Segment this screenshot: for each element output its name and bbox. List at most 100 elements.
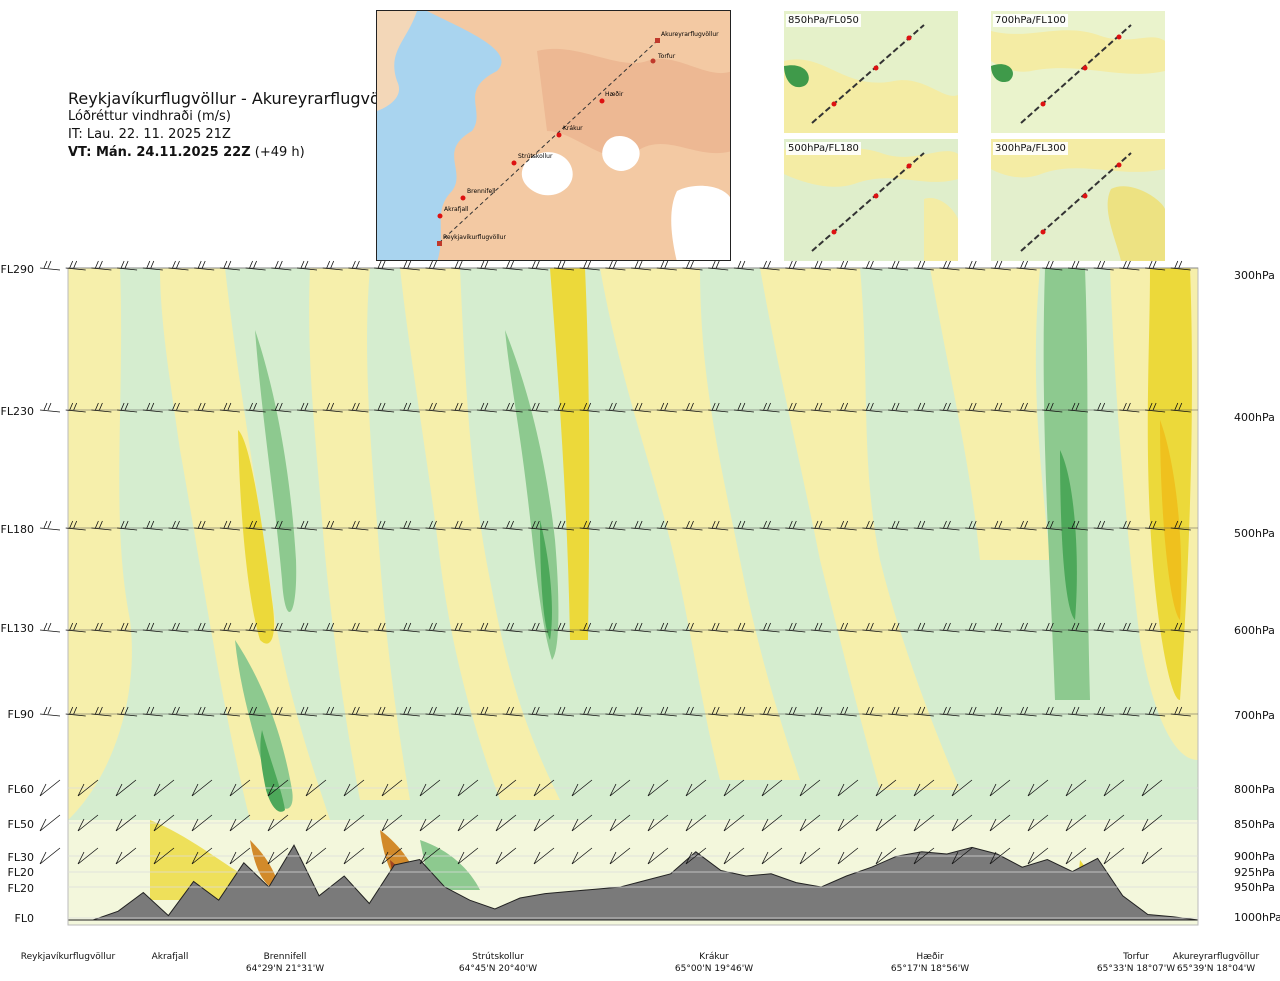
wind-barb (1016, 520, 1037, 531)
wind-barb (399, 706, 420, 717)
wind-barb (348, 622, 369, 633)
wind-barb (117, 260, 138, 271)
wind-barb (553, 706, 575, 717)
wind-barb (913, 520, 934, 531)
wind-barb (799, 779, 821, 797)
wind-barb (457, 814, 479, 832)
wind-barb (579, 706, 600, 717)
wind-barb (1027, 779, 1049, 797)
wind-barb (142, 402, 163, 413)
wind-barb (647, 814, 669, 832)
wind-barb (939, 402, 960, 413)
wind-barb (348, 402, 369, 413)
station-name: Reykjavíkurflugvöllur (20, 952, 116, 962)
wind-barb (271, 520, 292, 531)
route-map: Akureyrarflugvöllur Torfur Hæðir Krákur … (376, 10, 731, 261)
wind-barb (502, 260, 523, 271)
wind-barb (142, 260, 163, 271)
mini-map-500-svg (784, 139, 958, 261)
wind-barb (605, 260, 626, 271)
wind-barb (153, 814, 175, 832)
wind-barb (913, 260, 934, 271)
wind-barb (528, 402, 549, 413)
wind-barb (631, 706, 652, 717)
wind-barb (631, 260, 652, 271)
wind-barb (1141, 847, 1163, 865)
wind-barb (836, 260, 857, 271)
wind-barb (1027, 847, 1049, 865)
wind-barb (451, 520, 472, 531)
wind-barb (495, 814, 517, 832)
wind-barb (91, 520, 112, 531)
wind-barb (759, 706, 780, 717)
wind-barb (837, 814, 859, 832)
wind-barb (65, 622, 86, 633)
wind-barb (457, 779, 479, 797)
wind-barb (91, 622, 112, 633)
wind-barb (39, 622, 61, 633)
wind-barb (708, 520, 729, 531)
wind-barb (296, 706, 318, 717)
wind-barb (1016, 402, 1037, 413)
wind-barb (194, 260, 215, 271)
wind-barb (939, 622, 960, 633)
wind-barb (1093, 622, 1114, 633)
wind-barb (799, 847, 821, 865)
wind-barb (785, 622, 806, 633)
wind-barb (457, 847, 479, 865)
wind-barb (296, 260, 318, 271)
wind-barb (219, 402, 240, 413)
route-map-svg: Akureyrarflugvöllur Torfur Hæðir Krákur … (377, 11, 730, 260)
wind-barb (39, 706, 61, 717)
wind-barb (117, 706, 138, 717)
station-coord: 65°00'N 19°46'W (674, 964, 754, 974)
map-label-strutskollur: Strútskollur (518, 153, 553, 160)
wind-barb (609, 814, 631, 832)
wind-barb (374, 622, 395, 633)
station-label: Torfur 65°33'N 18°07'W (1097, 951, 1175, 975)
wind-barb (759, 520, 780, 531)
wind-barb (913, 622, 934, 633)
wind-barb (733, 520, 754, 531)
wind-barb (913, 402, 934, 413)
wind-barb (1093, 706, 1114, 717)
wind-barb (951, 779, 973, 797)
wind-barb (39, 814, 61, 832)
wind-barb (528, 260, 549, 271)
wind-barb (476, 402, 497, 413)
map-point-akureyri (655, 38, 660, 43)
wind-barb (605, 706, 626, 717)
fl-label: FL230 (0, 405, 34, 418)
wind-barb (381, 847, 403, 865)
wind-barb (267, 814, 289, 832)
wind-barb (810, 402, 832, 413)
hpa-label: 950hPa (1234, 881, 1275, 894)
wind-barb (1119, 706, 1140, 717)
wind-barb (115, 847, 137, 865)
wind-barb (965, 706, 986, 717)
wind-barb (631, 402, 652, 413)
wind-barb (1119, 402, 1140, 413)
wind-barb (836, 706, 857, 717)
fl-label: FL20 (7, 866, 34, 879)
wind-barb (810, 706, 832, 717)
wind-barb (647, 779, 669, 797)
map-label-reykjavik: Reykjavíkurflugvöllur (443, 234, 506, 241)
wind-barb (91, 402, 112, 413)
wind-barb (836, 520, 857, 531)
wind-barb (875, 814, 897, 832)
station-name: Brennifell (263, 952, 307, 962)
wind-barb (656, 402, 677, 413)
wind-barb (229, 814, 251, 832)
wind-barb (913, 847, 935, 865)
wind-barb (553, 520, 575, 531)
wind-barb (759, 260, 780, 271)
wind-barb (502, 520, 523, 531)
wind-barb (117, 520, 138, 531)
wind-barb (631, 622, 652, 633)
fl-label: FL30 (7, 851, 34, 864)
wind-barb (65, 706, 86, 717)
wind-barb (733, 402, 754, 413)
map-point-reykjavik (437, 241, 442, 246)
station-label: Akrafjall (152, 951, 189, 963)
